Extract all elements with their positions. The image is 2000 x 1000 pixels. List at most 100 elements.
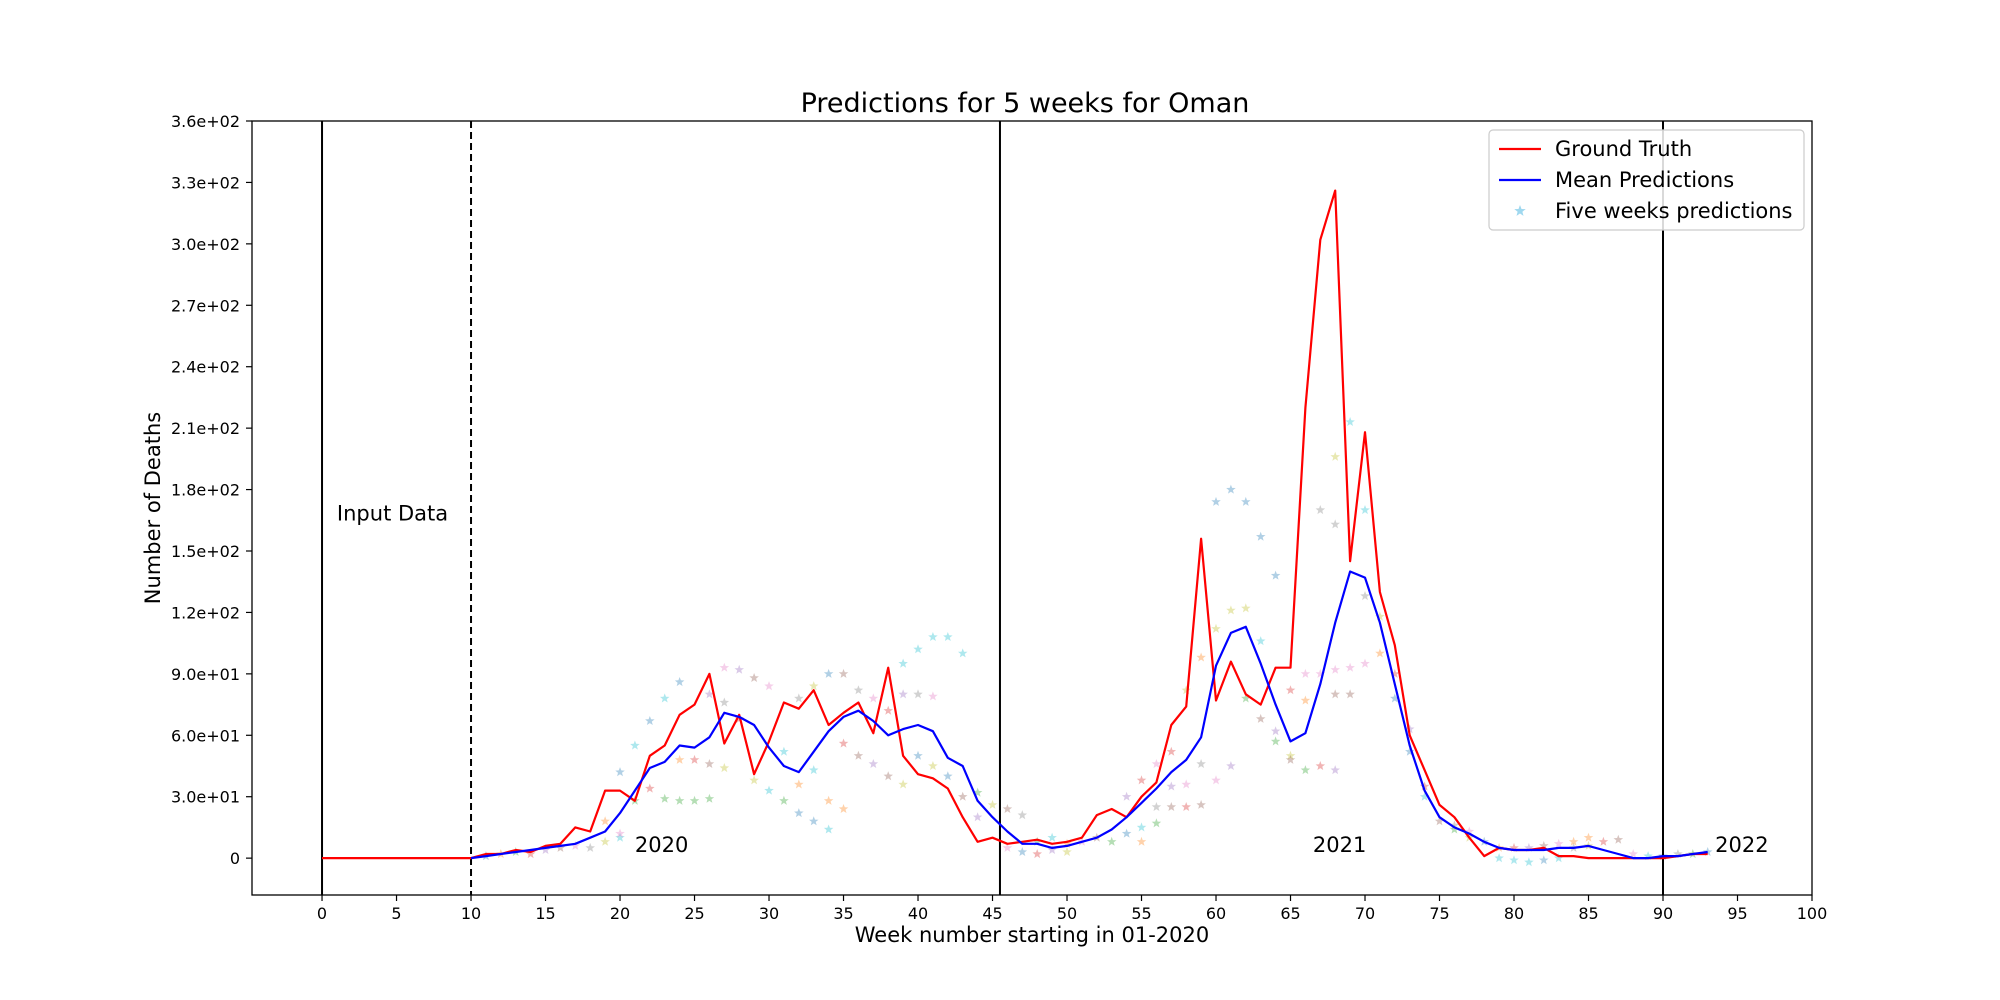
x-tick-label: 40 <box>908 904 928 923</box>
prediction-star <box>1181 802 1191 811</box>
prediction-star <box>1434 816 1445 826</box>
prediction-star <box>883 705 893 715</box>
prediction-star <box>972 787 983 797</box>
prediction-star <box>809 765 819 775</box>
prediction-star <box>570 840 581 850</box>
prediction-star <box>1211 496 1221 506</box>
prediction-star <box>1464 826 1475 836</box>
prediction-star <box>1702 847 1713 856</box>
prediction-star <box>585 842 595 852</box>
prediction-star <box>1419 791 1430 801</box>
prediction-star <box>809 816 819 826</box>
prediction-star <box>1211 623 1221 633</box>
prediction-star <box>1524 842 1534 852</box>
y-tick-label: 9.0e+01 <box>171 665 240 684</box>
prediction-star <box>928 761 938 770</box>
prediction-star <box>1121 791 1132 801</box>
prediction-star <box>958 648 968 658</box>
prediction-star <box>1121 828 1132 838</box>
prediction-star <box>600 816 610 826</box>
vertical-lines <box>321 121 1665 895</box>
prediction-star <box>1345 417 1355 426</box>
prediction-star <box>600 836 610 846</box>
prediction-star <box>794 808 804 818</box>
prediction-star <box>1196 652 1206 662</box>
prediction-star <box>1285 685 1296 695</box>
prediction-star <box>1330 451 1340 461</box>
prediction-star <box>1256 636 1266 646</box>
prediction-star <box>1360 505 1370 515</box>
x-tick-label: 85 <box>1578 904 1598 923</box>
y-tick-label: 1.8e+02 <box>171 481 240 500</box>
prediction-star <box>823 824 834 834</box>
prediction-star <box>1047 832 1057 842</box>
prediction-star <box>1509 842 1519 852</box>
mean-predictions-line <box>470 570 1708 860</box>
prediction-star <box>764 785 774 795</box>
prediction-star <box>883 771 893 781</box>
x-axis: 0 5 10 15 20 25 30 35 40 45 50 55 60 65 70 75 80 85 90 95 10… <box>317 895 1827 923</box>
prediction-star <box>794 693 804 703</box>
prediction-star <box>1107 836 1117 846</box>
prediction-star <box>1509 855 1519 865</box>
prediction-star <box>794 779 804 789</box>
prediction-star <box>674 677 685 687</box>
y-axis-label: Number of Deaths <box>141 412 165 604</box>
prediction-star <box>1062 847 1072 856</box>
prediction-star <box>1330 689 1340 699</box>
prediction-star <box>853 685 864 695</box>
prediction-star <box>764 681 774 691</box>
annotation-label: 2022 <box>1715 833 1768 857</box>
prediction-star <box>823 668 834 678</box>
prediction-star <box>1315 505 1326 515</box>
prediction-star <box>779 746 789 756</box>
prediction-star <box>1017 847 1028 856</box>
x-tick-label: 30 <box>759 904 779 923</box>
prediction-star <box>1151 802 1162 811</box>
prediction-star <box>719 763 730 773</box>
x-tick-label: 75 <box>1429 904 1449 923</box>
prediction-star <box>809 681 819 691</box>
x-tick-label: 90 <box>1653 904 1673 923</box>
annotation-label: 2020 <box>635 833 688 857</box>
prediction-star <box>1241 496 1251 506</box>
y-tick-label: 3.6e+02 <box>171 112 240 131</box>
prediction-star <box>823 795 834 805</box>
prediction-star <box>1256 713 1266 723</box>
prediction-star <box>868 693 879 703</box>
prediction-star <box>868 759 879 768</box>
prediction-star <box>1553 838 1564 848</box>
prediction-star <box>704 793 715 803</box>
prediction-star <box>1598 836 1609 846</box>
prediction-star <box>689 795 700 805</box>
prediction-star <box>1270 726 1281 736</box>
prediction-star <box>1568 836 1579 846</box>
prediction-star <box>1017 810 1028 820</box>
prediction-star <box>1315 761 1326 770</box>
prediction-star <box>1405 724 1415 734</box>
prediction-star <box>838 668 849 678</box>
legend-label: Mean Predictions <box>1555 168 1734 192</box>
prediction-star <box>913 644 923 654</box>
legend: Ground Truth Mean Predictions Five weeks p… <box>1488 129 1805 231</box>
prediction-star <box>1449 820 1460 830</box>
prediction-star <box>1002 804 1013 813</box>
y-tick-label: 0 <box>230 849 240 868</box>
prediction-star <box>1226 605 1236 615</box>
x-tick-label: 0 <box>317 904 327 923</box>
prediction-star <box>1300 695 1311 705</box>
prediction-star <box>689 754 700 764</box>
prediction-star <box>1226 761 1236 770</box>
prediction-star <box>1330 519 1340 529</box>
prediction-star <box>1270 736 1281 746</box>
x-tick-label: 50 <box>1057 904 1077 923</box>
y-tick-label: 2.7e+02 <box>171 296 240 315</box>
prediction-star <box>674 795 685 805</box>
prediction-star <box>1494 853 1504 863</box>
x-tick-label: 55 <box>1131 904 1151 923</box>
prediction-star <box>615 832 625 842</box>
prediction-star <box>943 771 953 781</box>
prediction-star <box>1047 845 1057 854</box>
prediction-star <box>898 658 908 668</box>
prediction-star <box>853 750 864 760</box>
